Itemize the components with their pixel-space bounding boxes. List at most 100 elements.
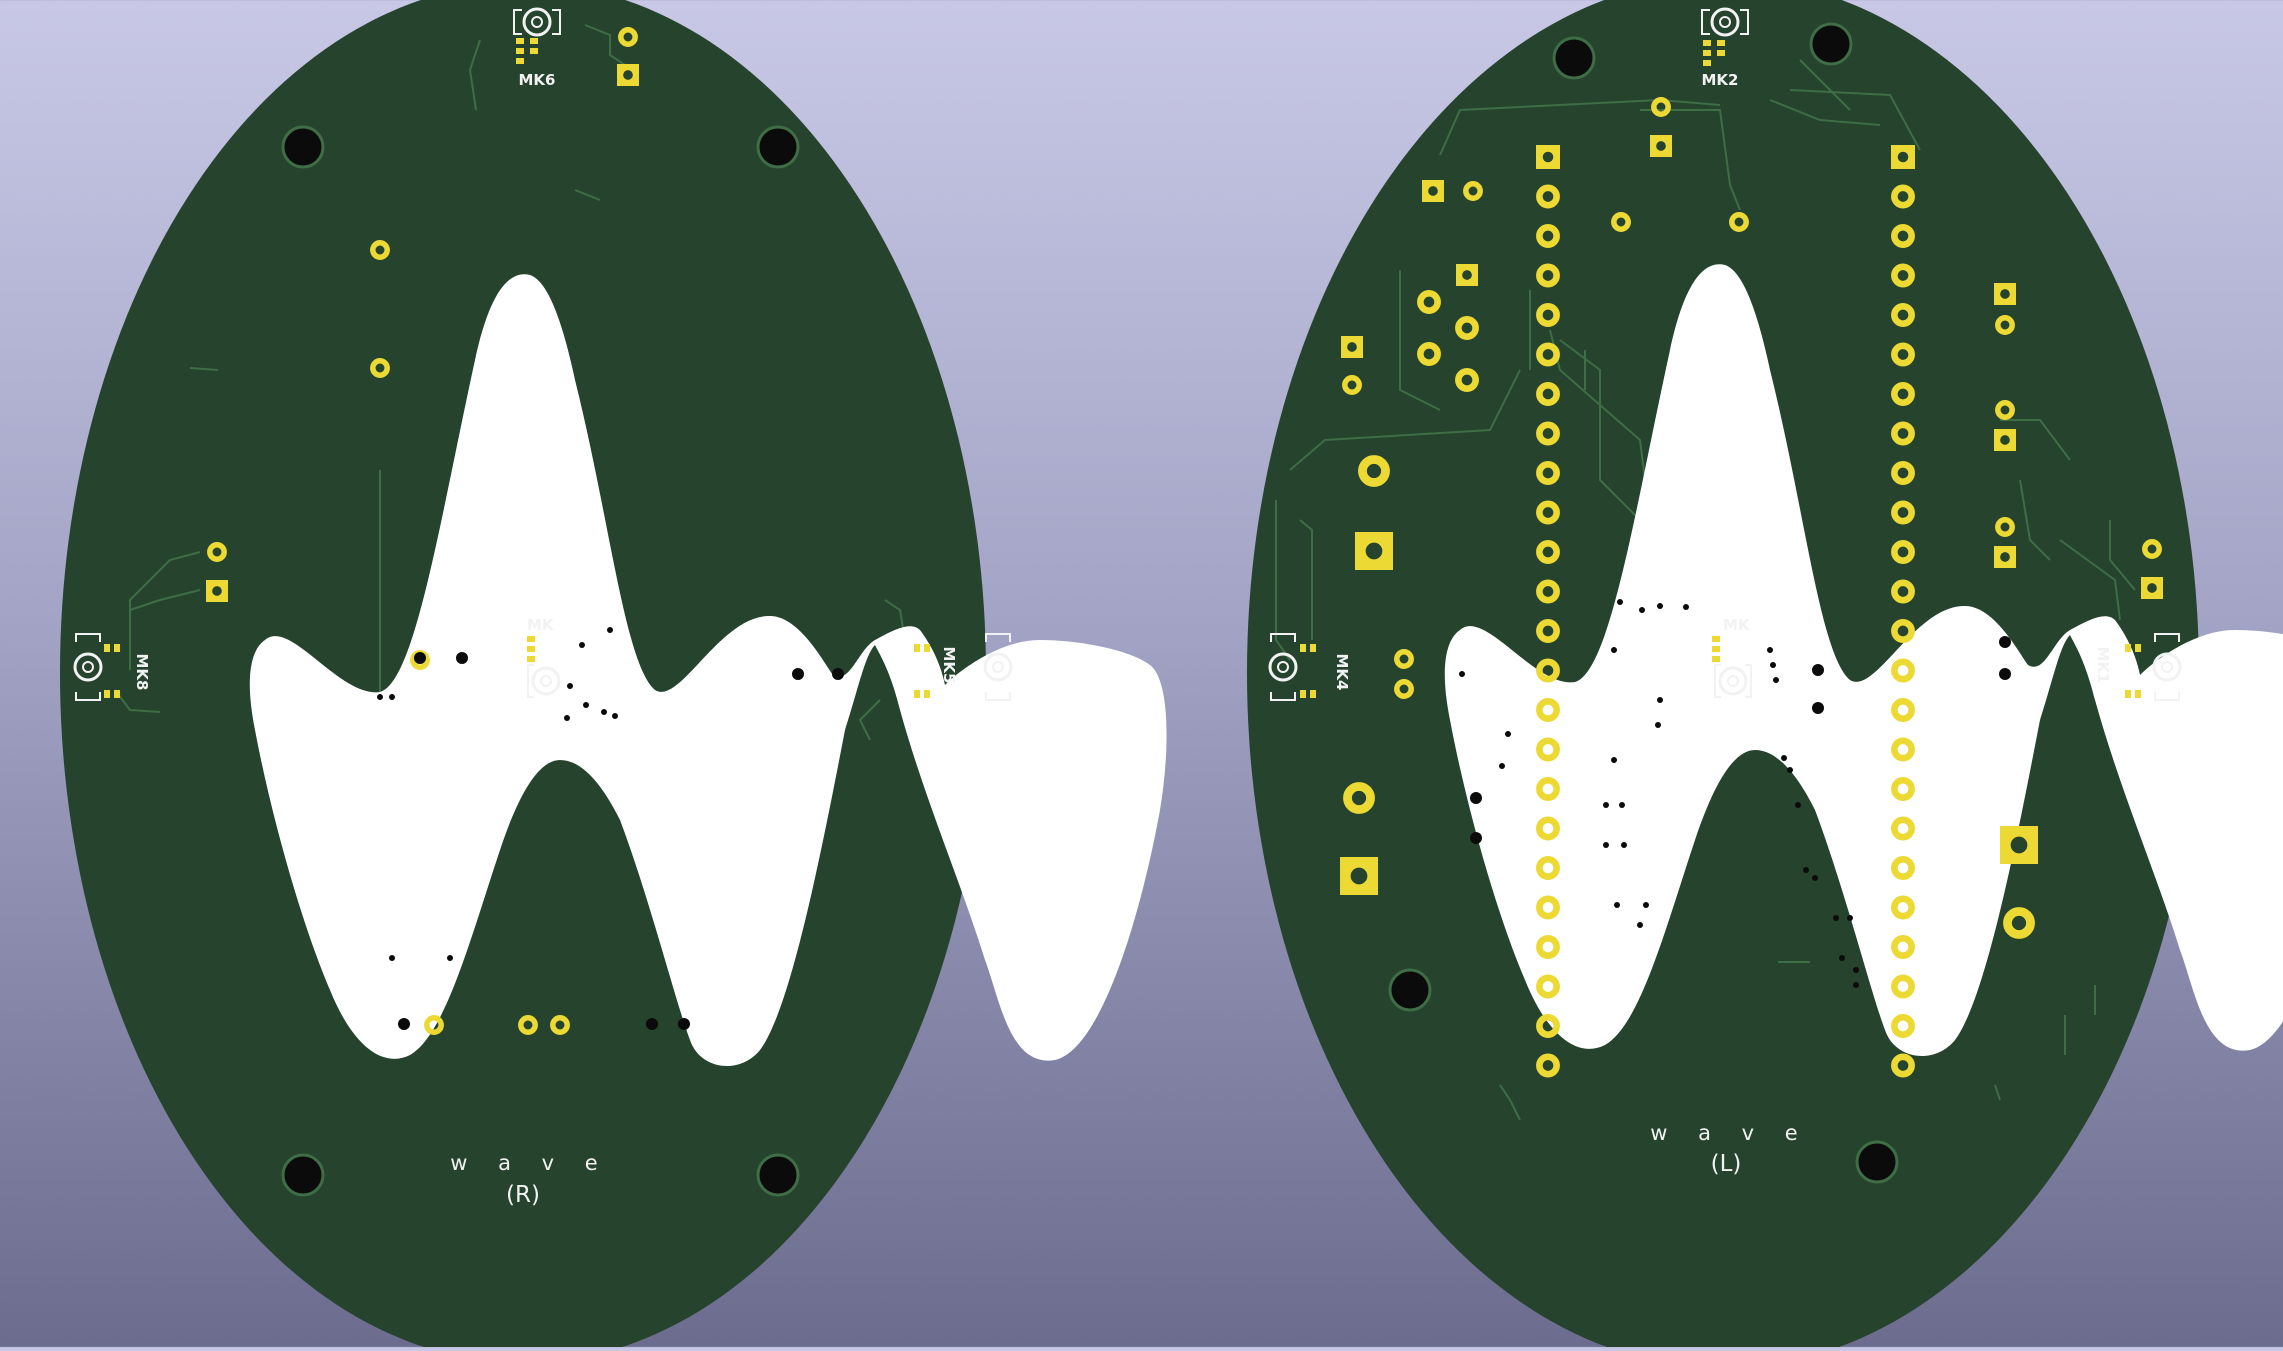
silkscreen: MK2 MK4 MK1 MK w a v e (L): [1333, 71, 2112, 1177]
via: [377, 694, 383, 700]
mounting-hole: [1552, 36, 1596, 80]
pad-drill: [1542, 151, 1554, 163]
smd-pad: [1300, 690, 1306, 698]
ref-mk-center: MK: [527, 616, 555, 634]
track: [129, 589, 201, 611]
track: [1994, 1084, 2001, 1101]
smd-pad: [516, 38, 524, 44]
smd-pad: [2125, 644, 2131, 652]
header-pin: [1536, 540, 1560, 564]
track: [1289, 369, 1521, 471]
smd-pad: [924, 690, 930, 698]
via: [1839, 955, 1845, 961]
board-name-label: w a v e: [450, 1151, 609, 1175]
pad: [1455, 368, 1479, 392]
smd-pad: [530, 48, 538, 54]
mounting-hole: [1855, 1140, 1899, 1184]
smd-pad: [914, 644, 920, 652]
pad: [1995, 517, 2015, 537]
smd-pad: [527, 656, 535, 662]
board-name-label: w a v e: [1650, 1121, 1809, 1145]
mounting-hole: [756, 125, 800, 169]
via: [1611, 757, 1617, 763]
pad: [1611, 212, 1631, 232]
header-pin: [1891, 579, 1915, 604]
via: [1795, 802, 1801, 808]
pad: [424, 1015, 444, 1035]
via: [1833, 915, 1839, 921]
ref-mk-center: MK: [1723, 616, 1751, 634]
smd-pads: [1300, 40, 2141, 698]
pad: [550, 1015, 570, 1035]
board-side-label: (L): [1711, 1151, 1742, 1177]
via: [447, 955, 453, 961]
via: [1603, 842, 1609, 848]
header-pin: [1891, 382, 1915, 406]
smd-pad: [914, 690, 920, 698]
track: [584, 24, 626, 66]
pad-drill: [1428, 186, 1438, 196]
track: [2019, 479, 2051, 561]
header-pin: [1536, 816, 1560, 841]
header-pin: [1891, 974, 1915, 999]
pad-drill: [1350, 867, 1368, 885]
via: [564, 715, 570, 721]
mounting-holes: [1388, 22, 1899, 1184]
pad: [1995, 400, 2015, 420]
via: [1459, 671, 1465, 677]
header-pin: [1891, 421, 1915, 446]
smd-pad: [1300, 644, 1306, 652]
pad: [1455, 316, 1479, 340]
track: [2000, 419, 2071, 461]
mic-footprint-top: [1701, 7, 1749, 37]
track: [1499, 1084, 1521, 1121]
smd-pad: [516, 48, 524, 54]
via: [1639, 607, 1645, 613]
via: [583, 702, 589, 708]
via: [1999, 668, 2011, 680]
mic-footprint-center: [527, 664, 561, 698]
header-pin: [1536, 698, 1560, 722]
header-pin: [1536, 421, 1560, 446]
smd-pad: [1712, 656, 1720, 662]
track: [1789, 89, 1921, 151]
via: [1611, 647, 1617, 653]
via: [1470, 792, 1482, 804]
track: [574, 189, 601, 201]
header-pin: [1891, 303, 1915, 327]
mounting-hole: [1809, 22, 1853, 66]
via: [1787, 767, 1793, 773]
via: [1999, 636, 2011, 648]
mounting-hole: [281, 125, 325, 169]
via: [1847, 915, 1853, 921]
via: [1812, 702, 1824, 714]
track: [189, 367, 219, 371]
pin-header-right: [1891, 145, 1915, 1078]
pad-drill: [1656, 141, 1666, 151]
via: [1773, 677, 1779, 683]
smd-pad: [2125, 690, 2131, 698]
mic-footprint-top: [513, 7, 561, 37]
header-pin: [1536, 382, 1560, 406]
header-pin: [1891, 184, 1915, 209]
header-pin: [1536, 658, 1560, 683]
header-pin: [1891, 500, 1915, 525]
vias: [1459, 599, 2011, 988]
ref-mk8: MK8: [133, 654, 151, 691]
header-pin: [1891, 461, 1915, 485]
pcb-board-right: MK6 MK8 MK5 MK w a v e (R): [60, 0, 1167, 1351]
via: [389, 955, 395, 961]
mounting-holes: [281, 125, 800, 1197]
header-pin: [1891, 816, 1915, 841]
mic-footprint-right: [2152, 633, 2182, 701]
header-pin: [1536, 579, 1560, 604]
smd-pad: [527, 646, 535, 652]
header-pin: [1536, 342, 1560, 367]
smd-pad: [2135, 644, 2141, 652]
pad-drill: [2000, 435, 2010, 445]
track: [1640, 109, 1741, 211]
pad-drill: [1897, 151, 1909, 163]
smd-pad: [530, 38, 538, 44]
